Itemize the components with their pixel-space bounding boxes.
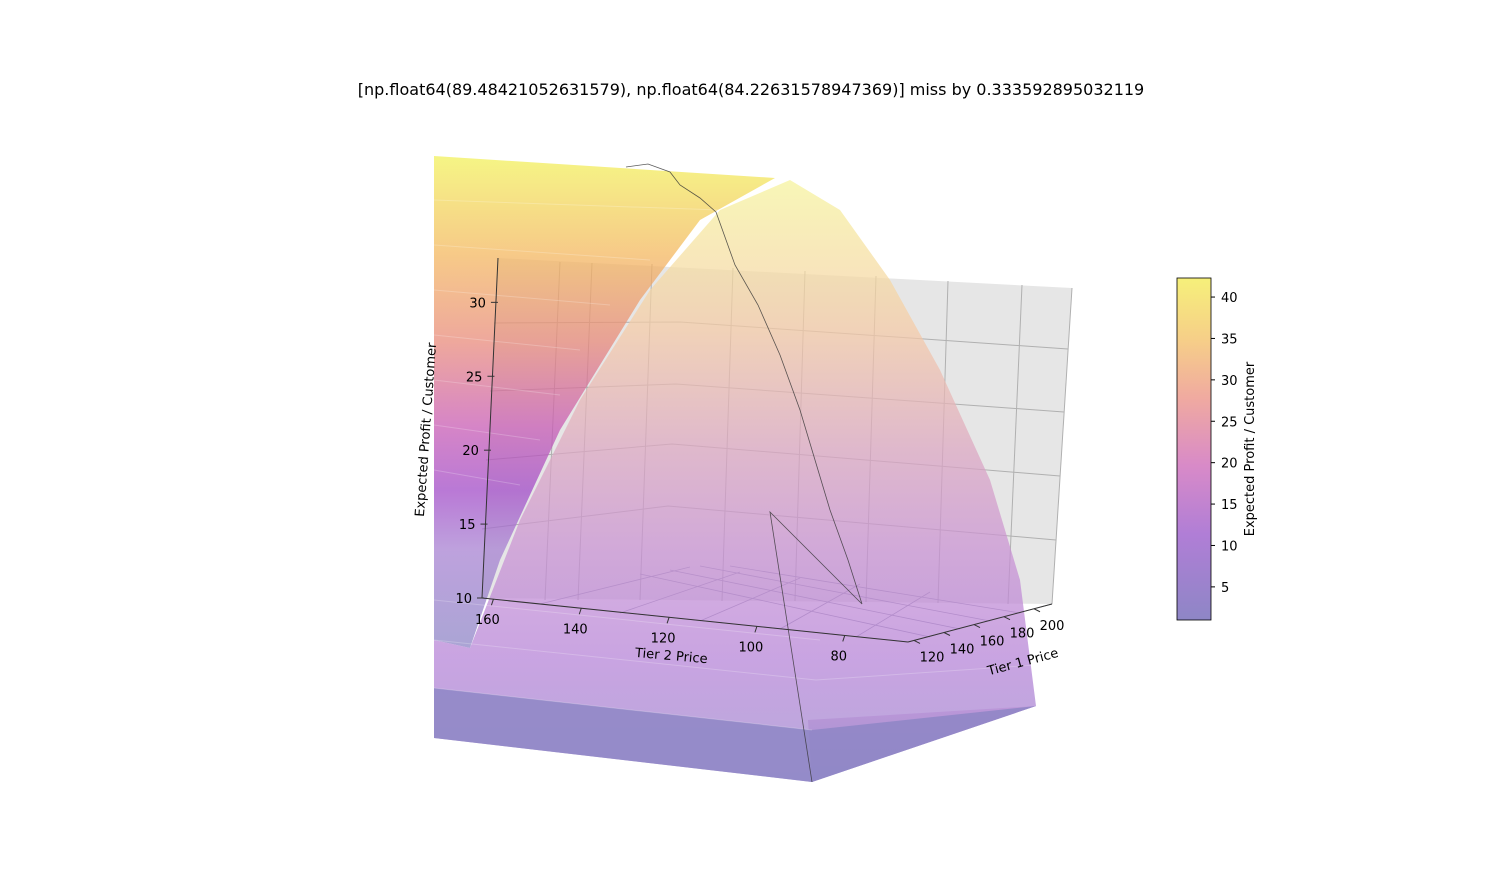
y-axis-ticks: 160 140 120 100 80 [475,599,847,664]
colorbar-label: Expected Profit / Customer [1243,361,1258,536]
x-tick-label: 120 [920,650,945,665]
y-tick-mark [578,608,582,615]
y-tick-label: 120 [651,631,676,646]
chart-title: [np.float64(89.48421052631579), np.float… [357,80,1145,99]
z-tick-label: 10 [455,592,472,607]
z-axis-ticks: 10 15 20 25 30 [455,296,498,607]
surface-front-sheet [434,180,1036,782]
colorbar-ticks: 5 10 15 20 25 30 35 40 [1211,291,1238,596]
optimizer-path [625,163,863,783]
x-tick-label: 160 [980,635,1005,650]
y-tick-mark [666,617,670,624]
x-tick-mark [943,632,951,636]
surface-bands [433,199,1037,731]
z-tick-label: 25 [466,370,483,385]
colorbar-tick-label: 20 [1221,457,1238,472]
y-tick-label: 80 [830,649,847,664]
colorbar-tick-label: 10 [1221,539,1238,554]
y-tick-label: 100 [739,640,764,655]
y-tick-label: 140 [563,622,588,637]
y-tick-mark [842,635,846,642]
colorbar-tick-label: 15 [1221,498,1238,513]
surface-left-sheet [434,156,775,648]
y-axis-label: Tier 2 Price [633,646,708,667]
colorbar-tick-label: 5 [1221,581,1229,596]
x-tick-mark [913,639,921,644]
x-tick-label: 180 [1010,627,1035,642]
x-tick-mark [1003,616,1011,621]
colorbar-tick-label: 30 [1221,374,1238,389]
y-tick-mark [490,599,494,606]
colorbar-tick-label: 25 [1221,415,1238,430]
colorbar-tick-label: 35 [1221,332,1238,347]
surface-bottom-band [434,688,1036,782]
axes-lines [481,257,1053,643]
z-tick-label: 20 [462,444,479,459]
x-tick-mark [1033,608,1041,613]
x-axis-ticks: 120 140 160 180 200 [913,608,1065,665]
colorbar [1176,277,1212,621]
y-tick-label: 160 [475,613,500,628]
z-tick-label: 30 [469,296,486,311]
x-tick-label: 140 [950,643,975,658]
z-tick-label: 15 [459,518,476,533]
y-tick-mark [754,626,758,633]
colorbar-tick-label: 40 [1221,291,1238,306]
x-tick-mark [973,624,981,629]
x-tick-label: 200 [1040,619,1065,634]
